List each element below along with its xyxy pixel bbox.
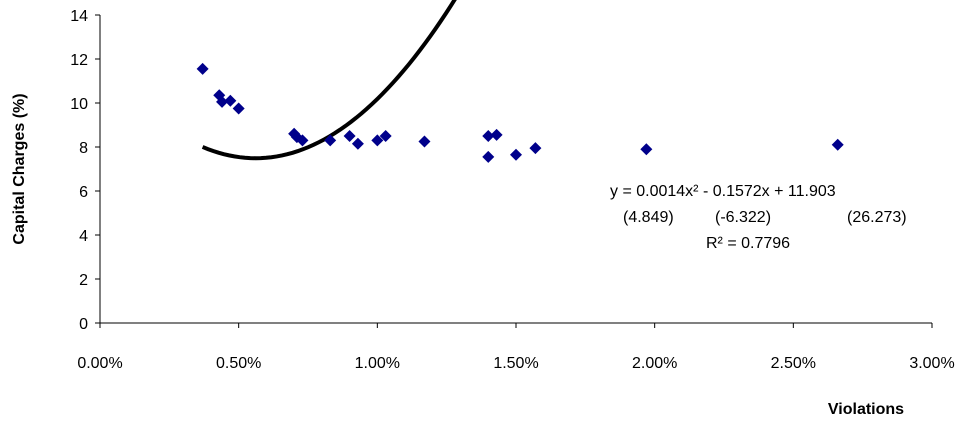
- data-point: [510, 148, 522, 161]
- t-stat-1: (4.849): [623, 209, 674, 226]
- trendline: [201, 0, 457, 161]
- data-point: [224, 94, 237, 107]
- data-point: [216, 95, 229, 108]
- data-point: [490, 128, 503, 141]
- data-point: [232, 102, 245, 115]
- x-tick-label: 0.00%: [77, 355, 122, 372]
- x-tick-label: 2.50%: [771, 355, 816, 372]
- x-tick-label: 1.00%: [355, 355, 400, 372]
- t-stat-3: (26.273): [847, 209, 907, 226]
- data-point: [831, 138, 844, 151]
- data-point: [482, 150, 495, 163]
- y-axis-ticks: 0 2 4 6 8 10 12 14: [70, 8, 100, 333]
- y-tick-label: 10: [70, 96, 88, 113]
- y-tick-label: 12: [70, 52, 88, 69]
- x-axis-ticks: 0.00% 0.50% 1.00% 1.50% 2.00% 2.50% 3.00%: [77, 323, 955, 372]
- data-point: [196, 62, 209, 75]
- axes: [99, 15, 932, 324]
- x-axis-title: Violations: [828, 401, 904, 418]
- data-point: [379, 130, 392, 142]
- data-point: [343, 130, 356, 142]
- x-tick-label: 3.00%: [909, 355, 954, 372]
- data-points: [196, 62, 844, 163]
- data-point: [529, 142, 542, 155]
- x-tick-label: 2.00%: [632, 355, 677, 372]
- y-axis-title: Capital Charges (%): [11, 93, 28, 244]
- data-point: [418, 135, 431, 148]
- y-tick-label: 4: [79, 228, 88, 245]
- x-tick-label: 0.50%: [216, 355, 261, 372]
- t-stat-2: (-6.322): [715, 209, 771, 226]
- data-point: [324, 134, 337, 147]
- data-point: [371, 134, 384, 147]
- data-point: [296, 134, 309, 147]
- equation-line: y = 0.0014x² - 0.1572x + 11.903: [610, 183, 836, 200]
- y-tick-label: 0: [79, 316, 88, 333]
- y-tick-label: 6: [79, 184, 88, 201]
- r-squared: R² = 0.7796: [706, 235, 790, 252]
- data-point: [351, 137, 364, 150]
- data-point: [640, 143, 653, 156]
- y-tick-label: 8: [79, 140, 88, 157]
- y-tick-label: 14: [70, 8, 88, 25]
- data-point: [482, 130, 495, 142]
- y-tick-label: 2: [79, 272, 88, 289]
- equation-annotation: y = 0.0014x² - 0.1572x + 11.903 (4.849) …: [610, 183, 907, 252]
- x-tick-label: 1.50%: [493, 355, 538, 372]
- equation-text: y = 0.0014x² - 0.1572x + 11.903: [610, 183, 836, 200]
